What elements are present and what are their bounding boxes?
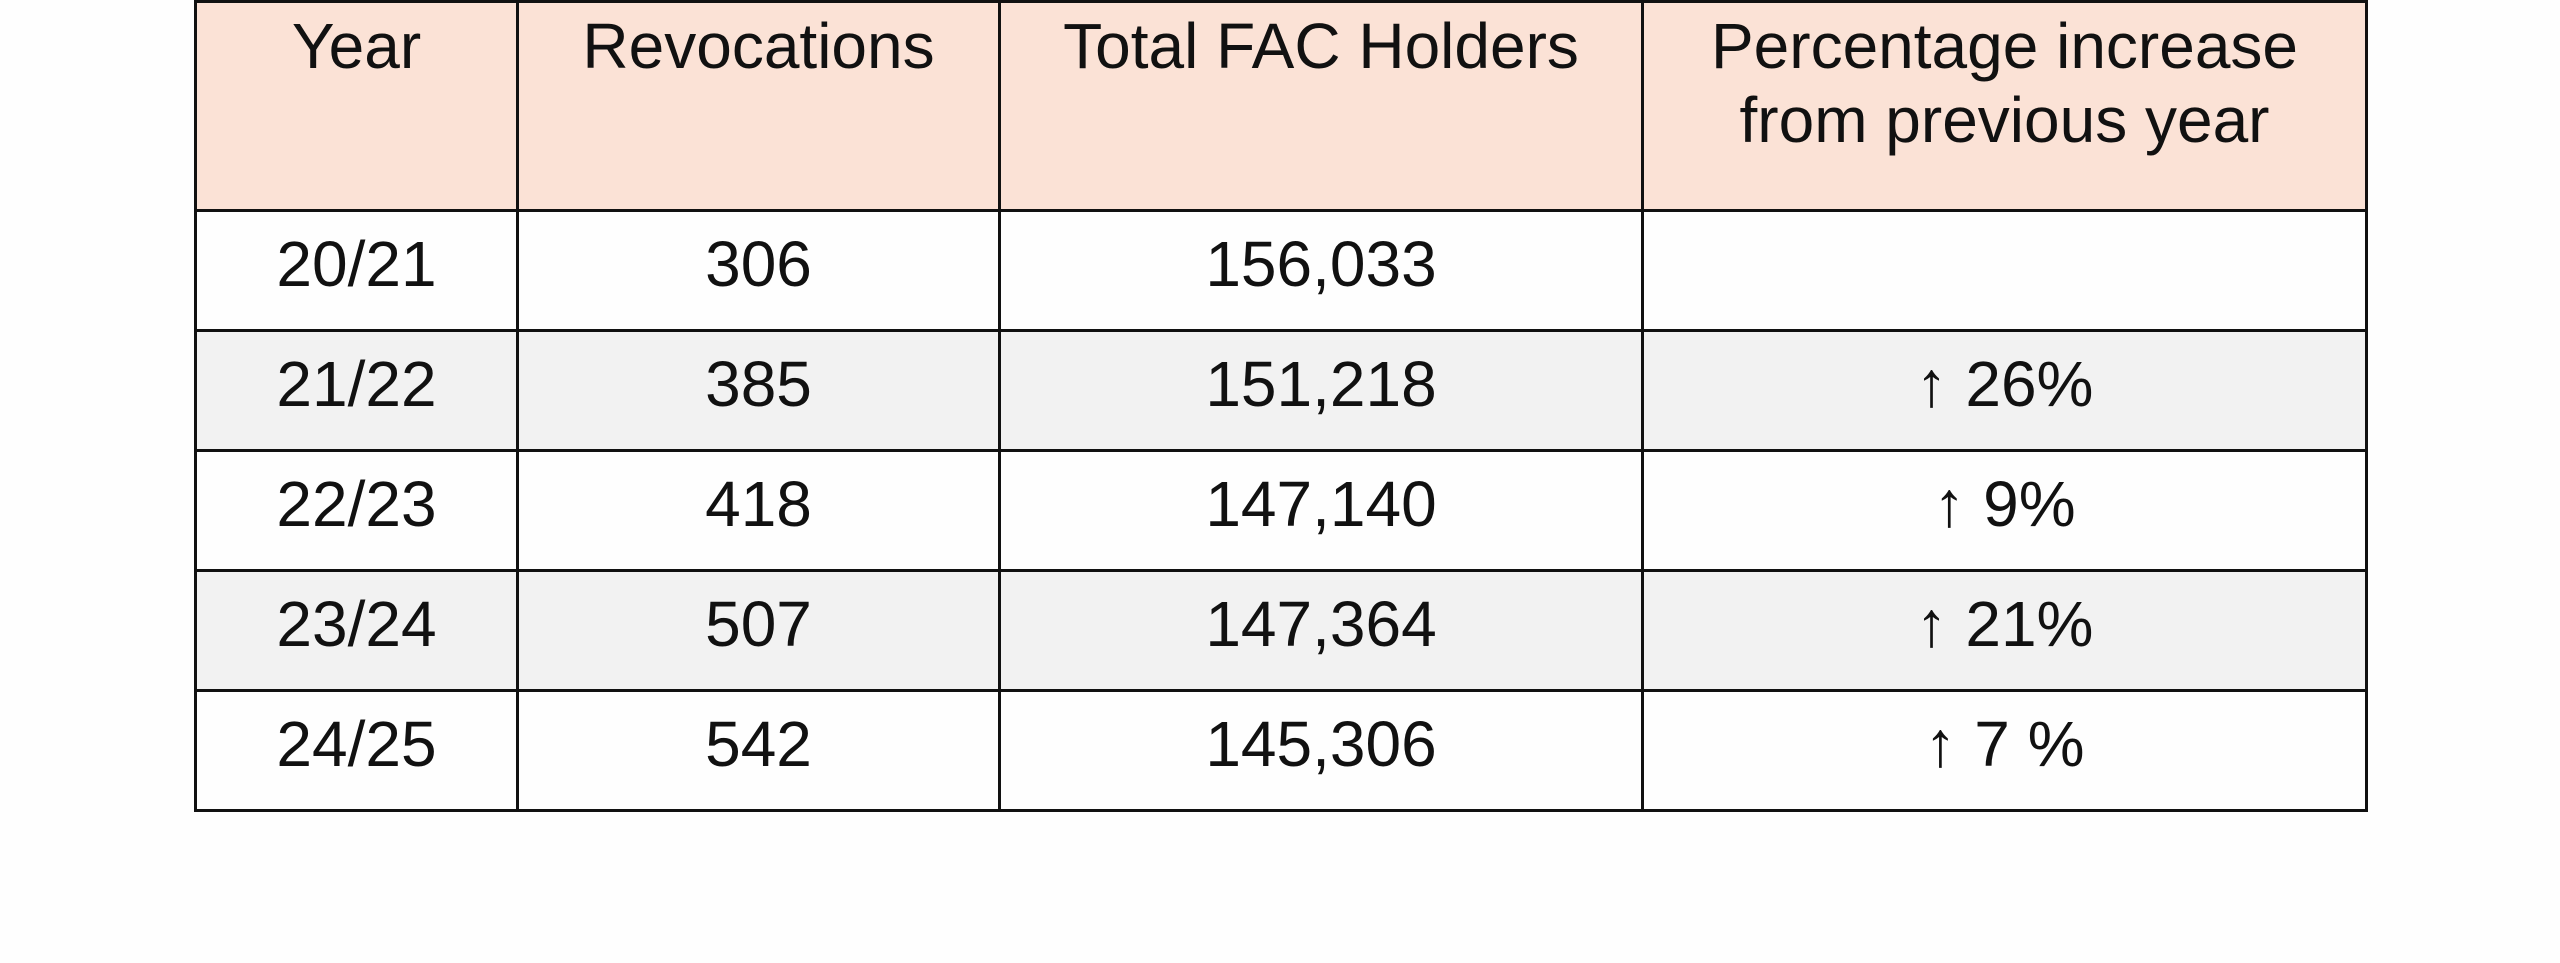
table-cell: 145,306 [998,689,1644,812]
table-row: 24/25 542 145,306 ↑ 7 % [194,689,2368,812]
table-row: 21/22 385 151,218 ↑ 26% [194,329,2368,452]
header-cell: Revocations [516,0,1001,212]
table-cell: 385 [516,329,1001,452]
header-cell: Total FAC Holders [998,0,1644,212]
table-cell: ↑ 26% [1641,329,2368,452]
table-row: 22/23 418 147,140 ↑ 9% [194,449,2368,572]
table-cell: ↑ 9% [1641,449,2368,572]
table-cell: 20/21 [194,209,519,332]
table-cell: ↑ 7 % [1641,689,2368,812]
table-cell: 507 [516,569,1001,692]
header-row: Year Revocations Total FAC Holders Percenta… [194,0,2368,212]
table-cell: 147,364 [998,569,1644,692]
table-cell: 156,033 [998,209,1644,332]
table-cell: 306 [516,209,1001,332]
table-cell: 151,218 [998,329,1644,452]
table-cell: ↑ 21% [1641,569,2368,692]
table-cell: 22/23 [194,449,519,572]
table-cell: 418 [516,449,1001,572]
data-table: Year Revocations Total FAC Holders Percenta… [194,0,2368,812]
table-cell: 542 [516,689,1001,812]
header-cell: Percentage increase from previous year [1641,0,2368,212]
table-body: 20/21 306 156,033 21/22 385 151,218 ↑ 26% 22/23… [194,209,2368,812]
header-cell: Year [194,0,519,212]
table-cell: 23/24 [194,569,519,692]
table-cell [1641,209,2368,332]
table-cell: 147,140 [998,449,1644,572]
table-row: 23/24 507 147,364 ↑ 21% [194,569,2368,692]
table-cell: 21/22 [194,329,519,452]
table-row: 20/21 306 156,033 [194,209,2368,332]
table-cell: 24/25 [194,689,519,812]
